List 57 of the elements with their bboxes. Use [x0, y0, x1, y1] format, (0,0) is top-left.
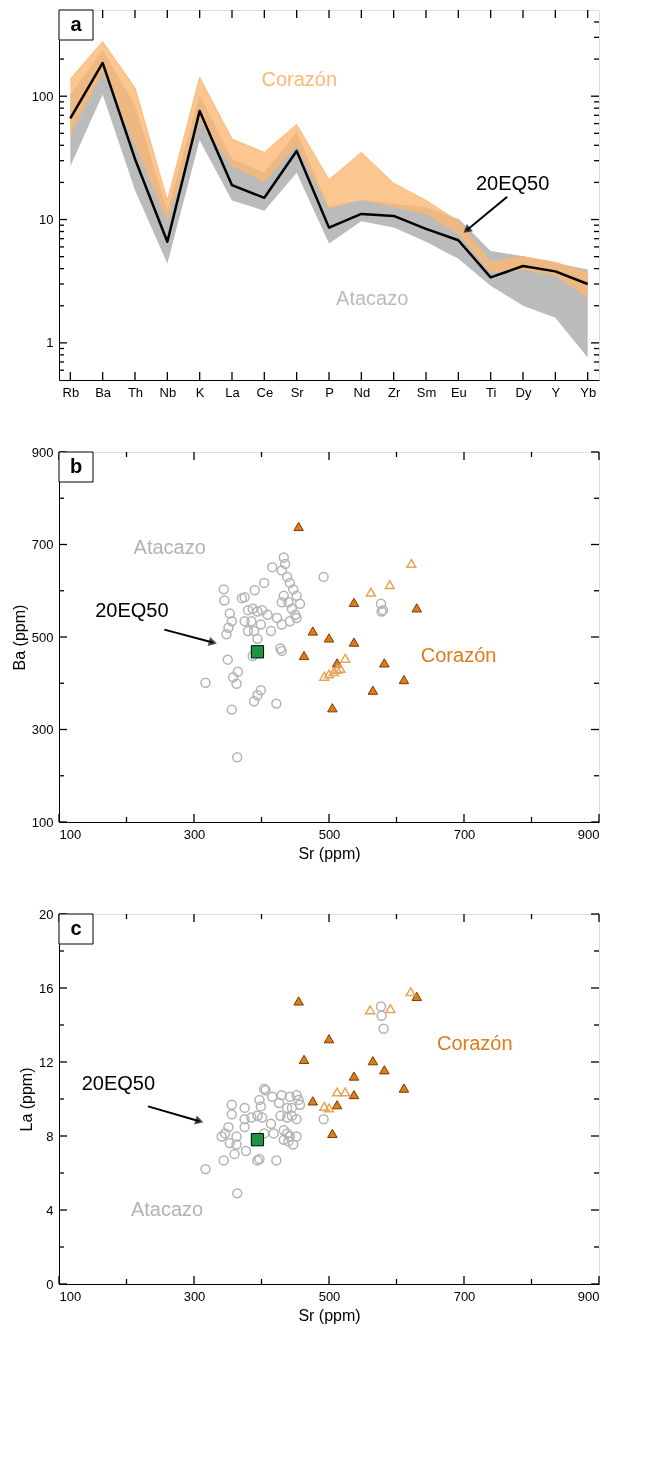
x-tick-label: P — [325, 384, 334, 400]
x-tick-label: 300 — [183, 1288, 206, 1304]
y-tick-label: 1 — [46, 335, 54, 351]
x-tick-label: Sm — [416, 384, 437, 400]
y-axis-title: La (ppm) — [18, 1067, 36, 1132]
legend-label: 20EQ50 — [475, 171, 550, 194]
x-tick-label: Ce — [256, 384, 274, 400]
text: 20EQ50 — [81, 1072, 156, 1095]
y-tick-label: 16 — [39, 980, 54, 996]
y-tick-label: 900 — [31, 444, 54, 460]
text: Corazón — [261, 68, 338, 91]
series-label: Corazón — [437, 1031, 513, 1054]
y-tick-label: 100 — [31, 814, 54, 830]
chart-title: a — [70, 13, 83, 35]
y-tick-label: 300 — [31, 722, 54, 737]
x-tick-label: Nb — [159, 384, 177, 400]
x-tick-label: 100 — [59, 826, 82, 842]
x-tick-label: Dy — [515, 384, 532, 400]
x-axis-title: Sr (ppm) — [298, 844, 361, 862]
x-tick-label: Rb — [62, 384, 80, 400]
x-tick-label: 500 — [318, 1288, 341, 1304]
x-tick-label: 900 — [577, 826, 600, 842]
y-tick-label: 500 — [31, 629, 54, 645]
x-tick-label: Nd — [353, 384, 371, 400]
x-tick-label: K — [195, 384, 205, 400]
y-tick-label: 8 — [46, 1128, 54, 1144]
x-tick-label: Ba — [95, 384, 112, 400]
series-label: Atacazo — [133, 536, 206, 559]
chart-title: b — [69, 455, 83, 477]
x-tick-label: 700 — [453, 1288, 476, 1304]
x-tick-label: 700 — [453, 826, 476, 842]
x-tick-label: 300 — [183, 826, 206, 842]
x-tick-label: Zr — [388, 384, 401, 400]
series-label: Corazón — [420, 643, 497, 666]
y-tick-label: 100 — [31, 88, 54, 104]
x-tick-label: Y — [551, 384, 561, 400]
y-tick-label: 20 — [39, 906, 54, 922]
x-tick-label: Yb — [580, 384, 597, 400]
y-tick-label: 4 — [46, 1202, 54, 1218]
x-tick-label: 500 — [318, 826, 341, 842]
y-tick-label: 0 — [46, 1276, 54, 1292]
y-axis-title: Ba (ppm) — [10, 604, 28, 671]
x-tick-label: 100 — [59, 1288, 82, 1304]
x-axis-title: Sr (ppm) — [298, 1306, 361, 1324]
x-tick-label: 900 — [577, 1288, 600, 1304]
y-tick-label: 10 — [39, 212, 54, 228]
chart-title: c — [70, 917, 82, 939]
text: Atacazo — [336, 286, 409, 309]
series-label: Atacazo — [130, 1198, 204, 1220]
x-tick-label: Eu — [450, 384, 467, 400]
y-tick-label: 700 — [31, 537, 54, 552]
x-tick-label: La — [225, 384, 241, 400]
x-tick-label: Sr — [290, 384, 305, 400]
x-tick-label: Ti — [486, 384, 497, 400]
x-tick-label: Th — [127, 384, 144, 400]
text: 20EQ50 — [95, 599, 169, 622]
y-tick-label: 12 — [39, 1054, 54, 1070]
